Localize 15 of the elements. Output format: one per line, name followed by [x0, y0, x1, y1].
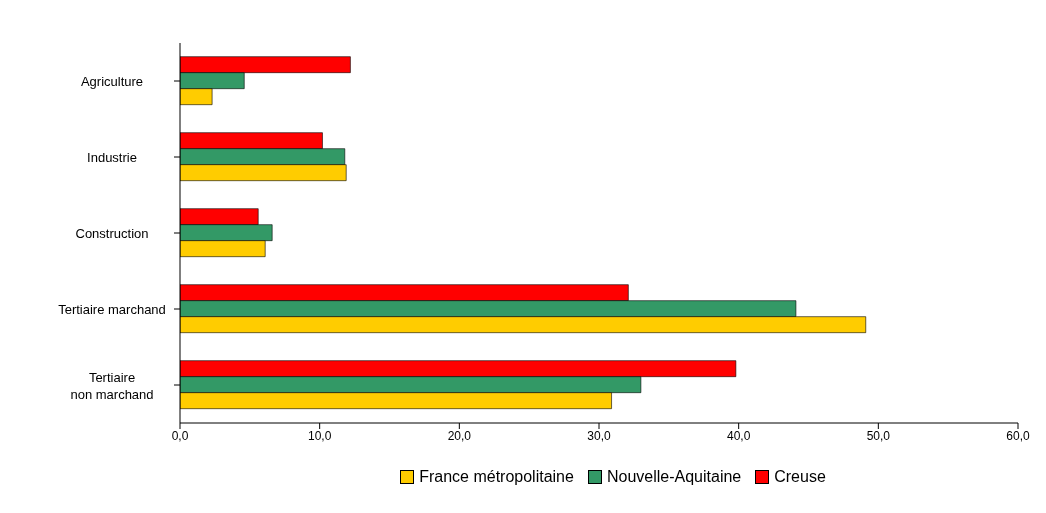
x-tick-label: 40,0: [726, 428, 751, 443]
legend-label: France métropolitaine: [418, 468, 574, 486]
legend-label: Creuse: [773, 468, 826, 486]
y-tick-label: Tertiaire marchand: [58, 302, 166, 317]
x-tick-label: 60,0: [1006, 428, 1030, 443]
x-tick-label: 10,0: [307, 428, 332, 443]
legend-label: Nouvelle-Aquitaine: [605, 468, 742, 486]
y-tick-label: Industrie: [87, 150, 137, 165]
y-tick-label: Agriculture: [80, 74, 144, 89]
y-tick-label: Construction: [75, 226, 149, 241]
x-tick-label: 0,0: [171, 428, 189, 443]
x-tick-label: 50,0: [866, 428, 891, 443]
y-tick-label: Tertiaire non marchand: [70, 370, 154, 402]
x-tick-label: 20,0: [447, 428, 472, 443]
x-tick-label: 30,0: [587, 428, 611, 443]
